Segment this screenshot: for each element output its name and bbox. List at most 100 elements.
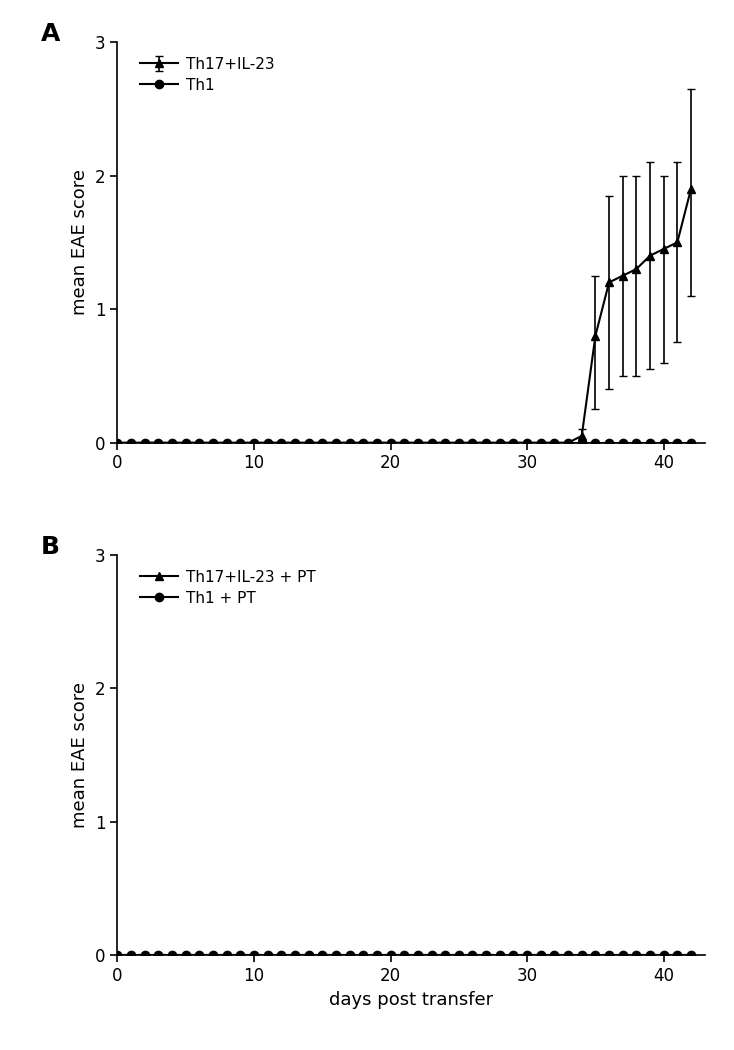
Th1 [427, 437, 436, 449]
Y-axis label: mean EAE score: mean EAE score [71, 169, 90, 315]
Th1 [482, 437, 490, 449]
Th17+IL-23 + PT [167, 949, 176, 962]
Th1 + PT [591, 949, 600, 962]
Th1 [113, 437, 122, 449]
Th1 + PT [372, 949, 381, 962]
Th17+IL-23 + PT [400, 949, 409, 962]
Th17+IL-23 + PT [427, 949, 436, 962]
Th1 + PT [345, 949, 354, 962]
Th1 [140, 437, 149, 449]
Th1 [332, 437, 341, 449]
Th1 [509, 437, 518, 449]
Th17+IL-23 + PT [291, 949, 299, 962]
Text: A: A [41, 22, 60, 46]
Th1 + PT [686, 949, 695, 962]
Th17+IL-23 + PT [509, 949, 518, 962]
Th1 + PT [167, 949, 176, 962]
Th1 [686, 437, 695, 449]
Th1 [605, 437, 614, 449]
Th1 [154, 437, 163, 449]
Th1 + PT [523, 949, 531, 962]
Th1 + PT [454, 949, 463, 962]
Th1 [127, 437, 136, 449]
Th17+IL-23 + PT [605, 949, 614, 962]
Th17+IL-23 + PT [686, 949, 695, 962]
Th17+IL-23 + PT [564, 949, 573, 962]
Th17+IL-23 + PT [495, 949, 504, 962]
Th1 + PT [605, 949, 614, 962]
Th1 [495, 437, 504, 449]
Th1 [236, 437, 244, 449]
Th1 [618, 437, 627, 449]
Th17+IL-23 + PT [154, 949, 163, 962]
Th1 [564, 437, 573, 449]
Th1 + PT [618, 949, 627, 962]
Th1 [386, 437, 395, 449]
Th1 [359, 437, 368, 449]
Th1 + PT [154, 949, 163, 962]
Th1 [208, 437, 217, 449]
Th1 + PT [264, 949, 272, 962]
Th17+IL-23 + PT [372, 949, 381, 962]
Th1 + PT [222, 949, 231, 962]
Th1 + PT [659, 949, 668, 962]
Th17+IL-23 + PT [140, 949, 149, 962]
Th1 + PT [236, 949, 244, 962]
Th1 [441, 437, 450, 449]
Th1 [291, 437, 299, 449]
Text: B: B [41, 534, 60, 559]
Th1 + PT [140, 949, 149, 962]
Th17+IL-23 + PT [537, 949, 545, 962]
Th1 [277, 437, 286, 449]
Th1 + PT [413, 949, 422, 962]
Th1 [578, 437, 586, 449]
Th1 [673, 437, 682, 449]
Th17+IL-23 + PT [318, 949, 327, 962]
Th17+IL-23 + PT [468, 949, 477, 962]
Th17+IL-23 + PT [482, 949, 490, 962]
Th1 [167, 437, 176, 449]
Th1 [537, 437, 545, 449]
Legend: Th17+IL-23, Th1: Th17+IL-23, Th1 [137, 54, 277, 96]
Th17+IL-23 + PT [181, 949, 190, 962]
Th1 + PT [509, 949, 518, 962]
Th1 + PT [632, 949, 641, 962]
Th17+IL-23 + PT [441, 949, 450, 962]
Th1 [550, 437, 559, 449]
Th17+IL-23 + PT [618, 949, 627, 962]
Th1 + PT [250, 949, 258, 962]
Th1 + PT [400, 949, 409, 962]
Th17+IL-23 + PT [413, 949, 422, 962]
Th1 + PT [646, 949, 655, 962]
Th17+IL-23 + PT [113, 949, 122, 962]
Th1 + PT [673, 949, 682, 962]
Th1 [304, 437, 313, 449]
Th1 + PT [195, 949, 204, 962]
Th1 [372, 437, 381, 449]
Th17+IL-23 + PT [386, 949, 395, 962]
Th17+IL-23 + PT [332, 949, 341, 962]
Th17+IL-23 + PT [550, 949, 559, 962]
Th1 + PT [441, 949, 450, 962]
Th17+IL-23 + PT [673, 949, 682, 962]
Th1 + PT [304, 949, 313, 962]
Th1 [523, 437, 531, 449]
Th1 + PT [550, 949, 559, 962]
Th1 + PT [495, 949, 504, 962]
Th1 + PT [332, 949, 341, 962]
Line: Th17+IL-23 + PT: Th17+IL-23 + PT [113, 951, 695, 960]
Th1 [195, 437, 204, 449]
Th17+IL-23 + PT [359, 949, 368, 962]
Line: Th1 + PT: Th1 + PT [113, 951, 695, 960]
Legend: Th17+IL-23 + PT, Th1 + PT: Th17+IL-23 + PT, Th1 + PT [137, 567, 319, 609]
Th1 + PT [208, 949, 217, 962]
Th1 + PT [181, 949, 190, 962]
Th17+IL-23 + PT [222, 949, 231, 962]
Th17+IL-23 + PT [523, 949, 531, 962]
Th17+IL-23 + PT [236, 949, 244, 962]
Th1 [318, 437, 327, 449]
Th1 + PT [564, 949, 573, 962]
Th1 [468, 437, 477, 449]
Th1 [222, 437, 231, 449]
Th17+IL-23 + PT [304, 949, 313, 962]
